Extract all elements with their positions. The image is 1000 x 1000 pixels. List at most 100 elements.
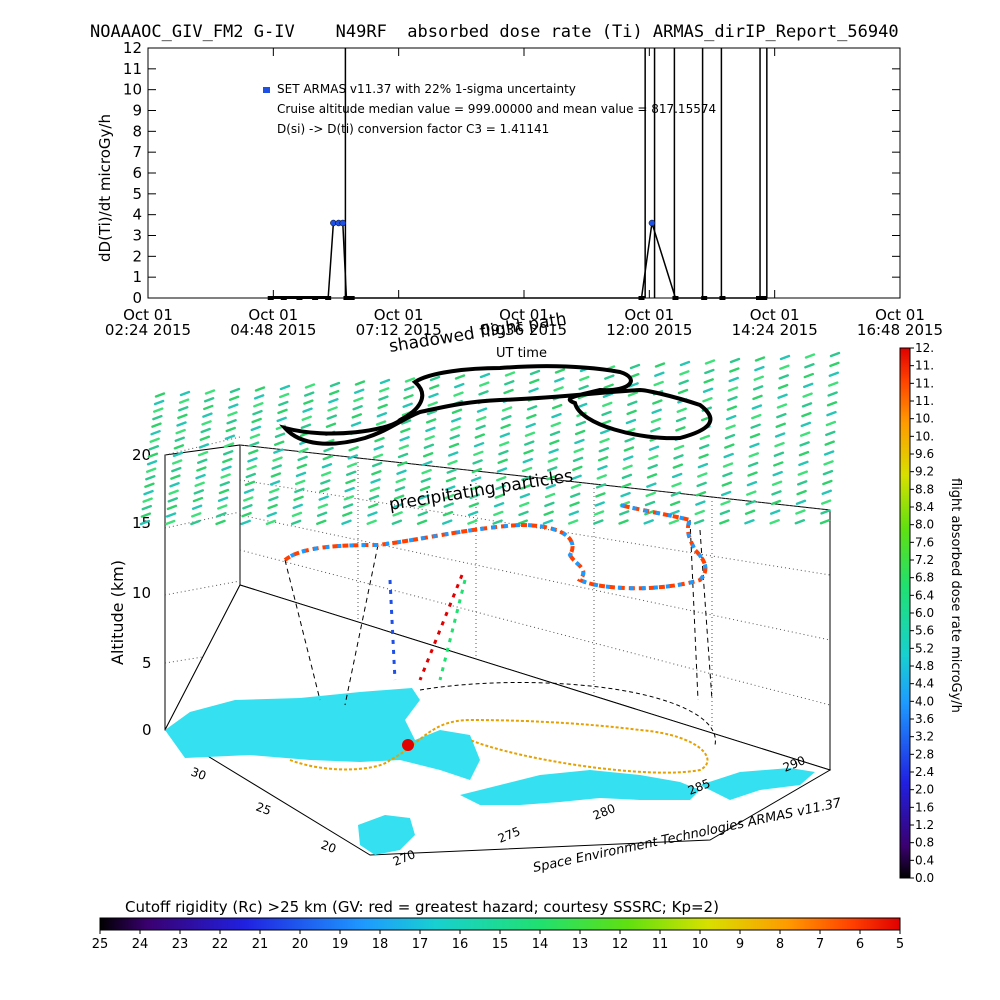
wall-grid-line: [164, 511, 241, 529]
particle-dash: [473, 441, 485, 448]
particle-dash: [291, 511, 303, 518]
particle-dash: [778, 374, 789, 380]
particle-dash: [548, 448, 559, 454]
particle-dash: [695, 500, 706, 506]
particle-dash: [191, 512, 202, 518]
particle-dash: [545, 483, 556, 490]
particle-dash: [803, 382, 814, 389]
particle-dash: [720, 490, 732, 497]
particle-dash: [823, 460, 834, 466]
wall-grid-line: [164, 436, 241, 456]
particle-dash: [342, 503, 354, 509]
particle-dash: [422, 452, 434, 458]
particle-dash: [423, 443, 435, 450]
particle-dash: [573, 447, 584, 454]
particle-dash: [597, 465, 608, 471]
particle-dash: [346, 462, 358, 468]
particle-dash: [248, 449, 259, 455]
particle-dash: [139, 519, 151, 526]
colorbar-vertical-tick-label: 11.: [915, 394, 934, 408]
particle-dash: [653, 380, 664, 387]
ts-x-tick-label: Oct 01: [750, 306, 800, 324]
particle-dash: [819, 519, 831, 525]
particle-dash: [704, 359, 716, 365]
particle-dash: [395, 477, 406, 484]
particle-dash: [671, 472, 683, 479]
particle-dash: [627, 391, 639, 397]
colorbar-vertical-tick-label: 10.: [915, 412, 934, 426]
ts-y-tick-label: 6: [132, 164, 142, 182]
particle-dash: [143, 489, 154, 496]
colorbar-vertical-tick-label: 7.6: [915, 535, 934, 549]
ts-y-tick-label: 3: [132, 227, 142, 245]
particle-dash: [252, 409, 263, 416]
colorbar-vertical-tick-label: 4.0: [915, 694, 934, 708]
particle-dash: [243, 488, 255, 494]
colorbar-horizontal-tick-label: 19: [332, 937, 349, 952]
particle-dash: [399, 436, 410, 442]
ts-data-point-zero: [294, 296, 299, 299]
colorbar-vertical-tick-label: 0.8: [915, 836, 934, 850]
particle-dash: [820, 509, 831, 515]
colorbar-vertical-tick-label: 3.6: [915, 712, 934, 726]
colorbar-vertical-tick-label: 8.4: [915, 500, 934, 514]
particle-dash: [147, 452, 159, 458]
ts-x-tick-label: Oct 01: [875, 306, 925, 324]
particle-dash: [679, 370, 690, 376]
particle-dash: [149, 437, 160, 443]
particle-dash: [474, 433, 486, 439]
ts-data-point: [701, 296, 708, 300]
particle-dash: [341, 519, 352, 525]
particle-dash: [726, 414, 737, 421]
wall-grid-line: [164, 650, 241, 664]
particle-dash: [693, 519, 705, 525]
particle-dash: [600, 419, 612, 426]
particle-dash: [193, 489, 205, 495]
particle-dash: [172, 451, 184, 458]
particle-dash: [571, 474, 582, 481]
ts-data-point-zero: [289, 296, 294, 299]
particle-dash: [225, 426, 236, 433]
particle-dash: [751, 413, 762, 420]
particle-dash: [174, 436, 185, 442]
particle-dash: [301, 415, 312, 421]
particle-dash: [621, 473, 633, 480]
particle-dash: [375, 420, 387, 426]
colorbar-horizontal-tick-label: 18: [372, 937, 389, 952]
particle-dash: [353, 396, 364, 403]
particle-dash: [320, 471, 332, 477]
ts-x-tick-label: 07:12 2015: [356, 321, 442, 339]
particle-dash: [148, 445, 160, 451]
colorbar-horizontal-tick-label: 11: [652, 937, 669, 952]
particle-dash: [425, 418, 437, 424]
colorbar-horizontal-ticks: 25 24 23 22 21 20 19 18 17 16 15 14 13 12 11 10 9 8 7 6 5: [92, 930, 904, 952]
particle-dash: [448, 442, 460, 449]
particle-dash: [376, 412, 388, 418]
particle-dash: [777, 393, 788, 399]
particle-dash: [219, 481, 231, 487]
ts-y-tick-label: 0: [132, 289, 142, 307]
particle-dash: [751, 404, 763, 410]
particle-dash: [553, 386, 564, 392]
particle-dash: [825, 430, 836, 437]
particle-dash: [654, 362, 666, 368]
particle-dash: [702, 397, 713, 403]
particle-dash: [546, 475, 557, 481]
particle-dash: [217, 496, 229, 502]
ts-series: [267, 48, 768, 300]
particle-dash: [352, 404, 363, 411]
particle-dash: [695, 491, 707, 497]
particle-dash: [296, 463, 308, 470]
particle-dash: [773, 451, 785, 457]
particle-dash: [774, 432, 786, 438]
particle-dash: [246, 464, 257, 471]
particle-dash: [746, 490, 757, 496]
flight-path-colored-overlay: [283, 503, 708, 591]
particle-dash: [673, 454, 684, 460]
particle-dash: [799, 441, 810, 447]
floor-map: [164, 584, 832, 856]
particle-dash: [444, 493, 455, 500]
particle-dash: [729, 367, 740, 373]
particle-dash: [803, 372, 815, 379]
